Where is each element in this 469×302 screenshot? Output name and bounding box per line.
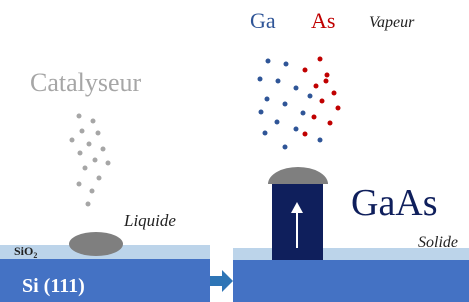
sio2-subscript: 2 [33,251,37,260]
sio2-base: SiO [14,244,33,258]
si-substrate-right [233,260,469,302]
process-arrow [210,270,233,292]
as-label: As [311,8,335,33]
gaas-label: GaAs [351,182,438,224]
ga-label: Ga [250,8,276,33]
droplet-cap [268,167,328,184]
substrate-label: Si (111) [22,275,85,297]
diagram: Catalyseur Liquide SiO2 Si (111) Ga As V… [0,0,469,302]
liquid-label: Liquide [123,211,176,230]
catalyst-label: Catalyseur [30,68,142,97]
solid-label: Solide [418,234,458,251]
catalyst-particles [70,114,111,207]
vapour-label: Vapeur [369,14,415,31]
droplet [69,232,123,256]
ga-particles [258,59,323,150]
